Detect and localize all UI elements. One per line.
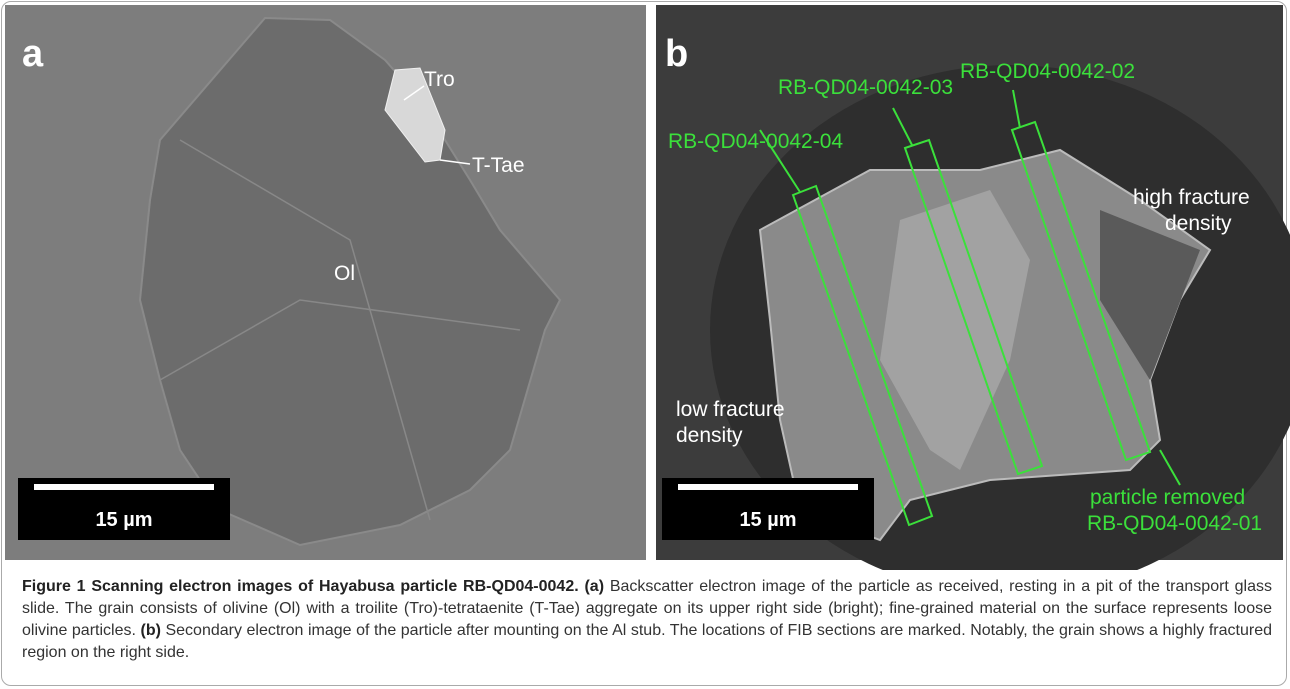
scale-bar — [34, 484, 214, 490]
annotation: RB-QD04-0042-02 — [960, 60, 1135, 83]
annotation: RB-QD04-0042-01 — [1087, 512, 1262, 535]
annotation: RB-QD04-0042-03 — [778, 76, 953, 99]
annotation: Tro — [424, 68, 455, 91]
annotation: density — [676, 424, 743, 447]
annotation: T-Tae — [472, 154, 525, 177]
annotation: high fracture — [1133, 186, 1250, 209]
annotation: density — [1165, 212, 1232, 235]
annotation: particle removed — [1090, 486, 1245, 509]
caption-label: (a) — [584, 578, 604, 595]
panel-label: b — [665, 33, 688, 75]
caption-label: (b) — [140, 622, 160, 639]
annotation: Ol — [334, 262, 355, 285]
figure: a Tro T-Tae Ol 15 µm b RB-QD04-0042-04 R… — [0, 0, 1290, 570]
annotation: RB-QD04-0042-04 — [668, 130, 843, 153]
scale-bar-label: 15 µm — [95, 509, 152, 531]
scale-bar — [678, 484, 858, 490]
panel-label: a — [22, 33, 44, 75]
caption-title: Figure 1 Scanning electron images of Hay… — [22, 578, 579, 595]
scale-bar-label: 15 µm — [739, 509, 796, 531]
caption-text: Secondary electron image of the particle… — [22, 622, 1272, 661]
caption: Figure 1 Scanning electron images of Hay… — [22, 576, 1272, 664]
annotation: low fracture — [676, 398, 785, 421]
